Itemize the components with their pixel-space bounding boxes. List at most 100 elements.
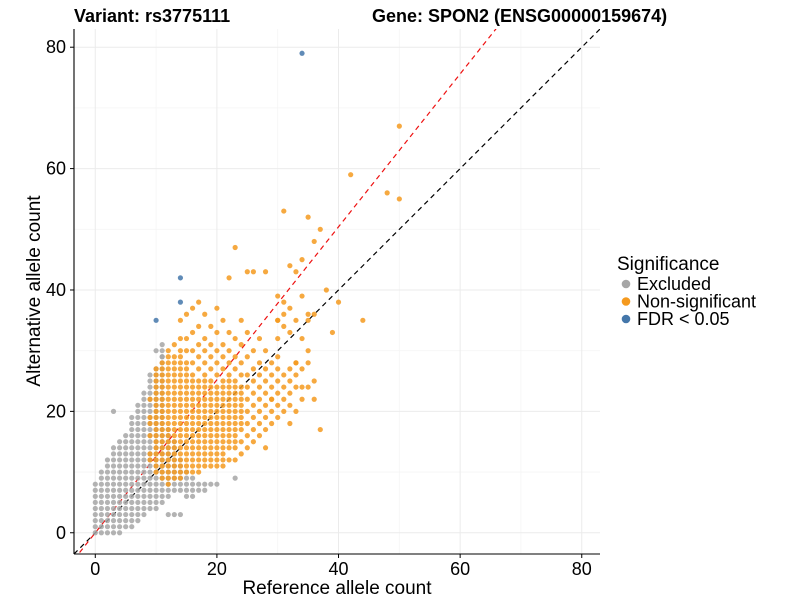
point-non-significant — [208, 390, 214, 396]
point-excluded — [98, 475, 104, 481]
point-non-significant — [360, 317, 366, 323]
point-non-significant — [196, 426, 202, 433]
point-non-significant — [220, 390, 226, 396]
point-non-significant — [153, 439, 159, 445]
point-non-significant — [202, 463, 208, 469]
point-non-significant — [189, 451, 196, 457]
point-non-significant — [311, 396, 317, 402]
point-excluded — [92, 487, 98, 493]
point-excluded — [147, 481, 153, 487]
point-non-significant — [183, 311, 190, 317]
point-excluded — [123, 511, 129, 518]
point-excluded — [153, 475, 159, 481]
point-excluded — [183, 481, 190, 487]
point-non-significant — [250, 390, 256, 396]
point-non-significant — [177, 402, 184, 408]
point-excluded — [104, 463, 111, 469]
point-non-significant — [177, 414, 184, 421]
point-excluded — [129, 524, 135, 530]
point-excluded — [92, 511, 98, 518]
point-non-significant — [196, 323, 202, 329]
point-excluded — [135, 518, 141, 524]
point-non-significant — [183, 360, 190, 366]
point-non-significant — [147, 451, 153, 457]
point-excluded — [135, 451, 141, 457]
point-non-significant — [256, 360, 263, 366]
grid — [74, 29, 600, 554]
point-excluded — [159, 487, 165, 493]
point-non-significant — [287, 390, 293, 396]
point-non-significant — [220, 402, 226, 408]
point-non-significant — [153, 445, 159, 451]
point-non-significant — [281, 372, 287, 378]
point-non-significant — [238, 420, 244, 427]
point-excluded — [110, 457, 117, 463]
point-non-significant — [171, 378, 177, 384]
point-non-significant — [226, 426, 232, 433]
point-excluded — [92, 530, 98, 536]
point-non-significant — [335, 299, 342, 305]
point-non-significant — [183, 348, 190, 354]
point-non-significant — [214, 426, 220, 433]
point-fdr-0-05 — [177, 299, 184, 305]
point-excluded — [183, 487, 190, 493]
point-excluded — [129, 493, 135, 499]
point-excluded — [141, 402, 147, 408]
point-non-significant — [183, 457, 190, 463]
point-non-significant — [177, 426, 184, 433]
point-non-significant — [287, 378, 293, 384]
x-tick-label: 60 — [450, 559, 470, 579]
point-non-significant — [208, 414, 214, 421]
point-excluded — [135, 463, 141, 469]
point-excluded — [196, 487, 202, 493]
point-excluded — [104, 457, 111, 463]
point-non-significant — [183, 366, 190, 372]
point-excluded — [135, 439, 141, 445]
point-non-significant — [220, 317, 226, 323]
point-non-significant — [311, 311, 317, 317]
point-excluded — [141, 439, 147, 445]
point-excluded — [141, 414, 147, 421]
point-non-significant — [256, 384, 263, 390]
point-non-significant — [171, 342, 177, 348]
point-excluded — [165, 487, 171, 493]
point-non-significant — [183, 372, 190, 378]
point-non-significant — [238, 372, 244, 378]
point-excluded — [123, 433, 129, 439]
point-non-significant — [208, 426, 214, 433]
point-excluded — [189, 475, 196, 481]
point-non-significant — [202, 420, 208, 427]
point-non-significant — [232, 244, 238, 251]
point-non-significant — [305, 360, 311, 366]
point-excluded — [123, 505, 129, 512]
point-non-significant — [159, 451, 165, 457]
point-excluded — [110, 445, 117, 451]
point-excluded — [153, 493, 159, 499]
point-excluded — [141, 481, 147, 487]
point-excluded — [141, 487, 147, 493]
point-non-significant — [299, 257, 305, 263]
point-non-significant — [196, 402, 202, 408]
point-non-significant — [165, 372, 171, 378]
point-excluded — [117, 469, 123, 475]
point-excluded — [147, 402, 153, 408]
point-non-significant — [232, 366, 238, 372]
point-non-significant — [183, 433, 190, 439]
point-excluded — [159, 342, 165, 348]
point-excluded — [117, 463, 123, 469]
point-non-significant — [177, 372, 184, 378]
legend-key-non-significant — [621, 297, 631, 306]
point-non-significant — [220, 414, 226, 421]
point-excluded — [153, 348, 159, 354]
point-non-significant — [165, 384, 171, 390]
point-non-significant — [153, 384, 159, 390]
point-non-significant — [256, 372, 263, 378]
legend-label-excluded: Excluded — [637, 274, 711, 294]
point-non-significant — [281, 396, 287, 402]
point-excluded — [189, 487, 196, 493]
point-non-significant — [189, 372, 196, 378]
point-non-significant — [189, 469, 196, 475]
point-non-significant — [226, 329, 232, 336]
point-non-significant — [384, 190, 390, 196]
point-non-significant — [177, 348, 184, 354]
